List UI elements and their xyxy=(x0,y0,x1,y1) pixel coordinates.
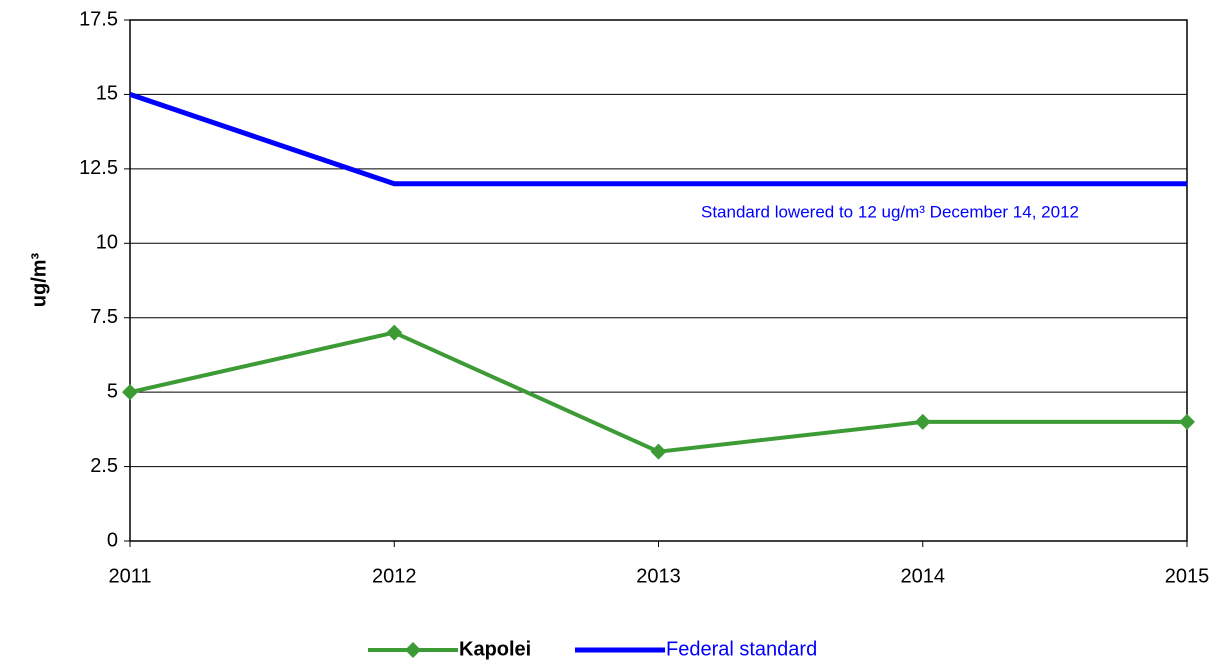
data-point xyxy=(914,413,931,430)
x-tick-label: 2014 xyxy=(901,565,946,587)
y-tick-label: 2.5 xyxy=(90,455,118,477)
y-tick-label: 17.5 xyxy=(79,8,118,30)
legend-marker xyxy=(405,642,421,658)
data-point xyxy=(650,443,667,460)
legend-label: Kapolei xyxy=(459,638,531,660)
y-axis-label: ug/m³ xyxy=(28,252,50,307)
plot-border xyxy=(129,19,1188,542)
x-tick-label: 2011 xyxy=(108,565,151,587)
data-point xyxy=(386,324,403,341)
data-point xyxy=(122,384,138,401)
y-tick-label: 12.5 xyxy=(79,157,118,179)
y-tick-label: 10 xyxy=(96,232,118,254)
x-tick-label: 2012 xyxy=(372,565,417,587)
x-tick-label: 2015 xyxy=(1165,565,1210,587)
y-tick-label: 15 xyxy=(96,83,118,105)
annotation: Standard lowered to 12 ug/m³ December 14… xyxy=(701,202,1079,221)
data-point xyxy=(1179,413,1195,430)
series-line xyxy=(129,92,1187,187)
y-tick-label: 0 xyxy=(107,529,118,551)
y-tick-label: 5 xyxy=(107,380,118,402)
x-tick-label: 2013 xyxy=(636,565,681,587)
legend-label: Federal standard xyxy=(666,638,817,660)
y-tick-label: 7.5 xyxy=(90,306,118,328)
